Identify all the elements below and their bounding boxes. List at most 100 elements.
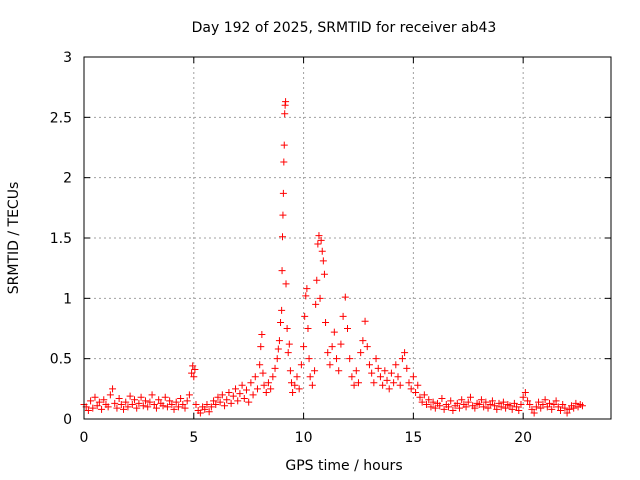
data-point [455,404,463,412]
data-point [311,367,319,375]
data-point [196,409,204,417]
data-point [352,367,360,375]
data-point [379,381,387,389]
data-point [333,355,341,363]
data-point [141,397,149,405]
data-point [405,379,413,387]
data-point [513,403,521,411]
data-point [150,401,158,409]
data-point [526,401,534,409]
data-point [559,401,567,409]
data-point [273,355,281,363]
data-point [148,391,156,399]
data-point [281,110,289,118]
data-point [314,240,322,248]
data-point [181,404,189,412]
data-point [491,402,499,410]
y-tick-label: 3 [63,50,72,66]
data-point [420,391,428,399]
data-point [449,407,457,415]
data-point [168,401,176,409]
data-point [543,403,551,411]
data-point [565,405,573,413]
data-point [339,312,347,320]
data-point [259,369,267,377]
data-point [517,401,525,409]
data-point [548,405,556,413]
y-tick-label: 1 [63,291,72,307]
data-point [519,393,527,401]
data-point [320,270,328,278]
data-point [234,397,242,405]
data-point [144,403,152,411]
data-point [128,401,136,409]
data-point [524,397,532,405]
data-point [133,404,141,412]
data-point [322,318,330,326]
data-point [561,404,569,412]
data-point [392,361,400,369]
data-point [279,233,287,241]
data-point [111,399,119,407]
data-point [191,366,199,374]
data-point [445,403,453,411]
data-point [385,385,393,393]
x-axis-label: GPS time / hours [285,458,402,474]
data-point [104,403,112,411]
chart-title: Day 192 of 2025, SRMTID for receiver ab4… [192,20,497,36]
data-point [416,393,424,401]
data-point [98,405,106,413]
data-point [499,398,507,406]
data-point [383,376,391,384]
data-point [394,373,402,381]
data-point [262,388,270,396]
data-point [242,386,250,394]
data-point [106,391,114,399]
data-point [131,396,139,404]
axis-ticks: 0 5 10 15 20 0 0.5 1 1.5 2 2.5 3 [50,50,611,446]
data-point [466,393,474,401]
data-point [502,404,510,412]
data-point [462,403,470,411]
data-point [278,306,286,314]
data-point [374,364,382,372]
x-tick-label: 20 [514,430,532,446]
data-point [425,396,433,404]
data-point [376,373,384,381]
y-tick-label: 0 [63,412,72,428]
data-point [313,276,321,284]
data-point [300,343,308,351]
data-point [381,367,389,375]
data-point [324,349,332,357]
data-point [398,355,406,363]
x-tick-label: 5 [189,430,198,446]
data-point [429,398,437,406]
data-point [278,267,286,275]
data-point [135,399,143,407]
data-point [414,381,422,389]
data-point [275,337,283,345]
data-point [317,236,325,244]
data-point [302,292,310,300]
data-point [330,328,338,336]
data-point [161,393,169,401]
data-point [216,398,224,406]
data-point [412,388,420,396]
data-point [316,294,324,302]
data-point [282,98,290,106]
data-point [192,401,200,409]
data-point [440,405,448,413]
data-point [212,401,220,409]
data-point [423,401,431,409]
data-point [236,390,244,398]
data-point [95,398,103,406]
data-point [188,369,196,377]
data-point [232,385,240,393]
data-point [436,402,444,410]
data-point [495,399,503,407]
data-point [328,343,336,351]
data-point [214,393,222,401]
data-point [370,379,378,387]
data-point [554,403,562,411]
data-point [221,402,229,410]
